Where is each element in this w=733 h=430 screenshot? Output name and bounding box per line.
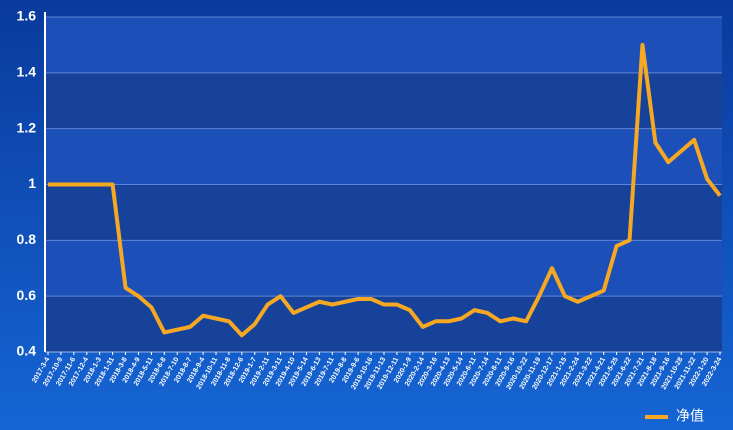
plot-band	[45, 128, 722, 185]
y-tick-label: 1	[28, 175, 36, 191]
plot-band	[45, 240, 722, 297]
plot-band	[45, 72, 722, 129]
y-tick-label: 1.6	[17, 8, 37, 24]
y-tick-label: 0.8	[17, 231, 37, 247]
y-tick-label: 0.6	[17, 287, 37, 303]
legend-label: 净值	[676, 408, 704, 424]
y-tick-label: 1.2	[17, 119, 37, 135]
plot-band	[45, 184, 722, 241]
plot-band	[45, 17, 722, 73]
y-tick-label: 0.4	[17, 343, 37, 359]
series-line	[48, 42, 722, 338]
y-tick-label: 1.4	[17, 64, 37, 80]
